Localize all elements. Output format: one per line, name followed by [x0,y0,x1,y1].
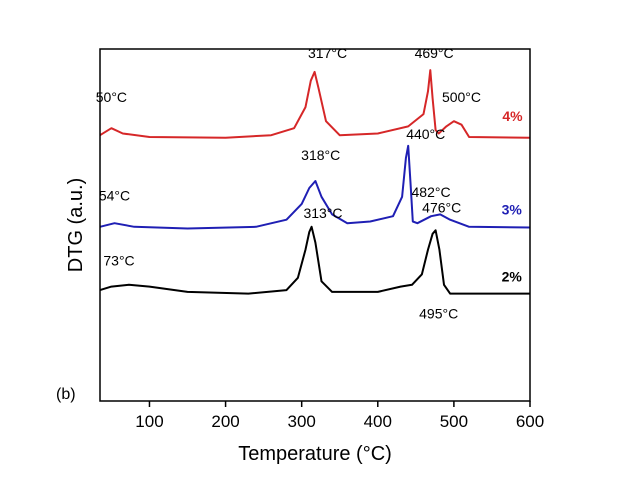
x-tick-label: 500 [440,412,468,431]
panel-label: (b) [56,386,76,403]
peak-annotation: 54°C [99,187,130,203]
series-line-0 [99,69,531,139]
series-label: 4% [502,108,523,124]
x-tick-label: 200 [211,412,239,431]
peak-annotation: 50°C [96,89,127,105]
series-label: 3% [502,201,523,217]
series-line-1 [99,144,531,230]
x-tick-label: 100 [135,412,163,431]
peak-annotation: 318°C [301,147,340,163]
peak-annotation: 500°C [442,89,481,105]
series-label: 2% [502,268,523,284]
series-line-2 [99,225,530,295]
peak-annotation: 495°C [419,305,458,321]
peak-annotation: 317°C [308,45,347,61]
series-curves [99,69,531,295]
x-axis-ticks: 100 200 300 400 500 600 [135,401,544,431]
x-tick-label: 300 [287,412,315,431]
x-tick-label: 400 [364,412,392,431]
peak-annotation: 313°C [303,205,342,221]
peak-annotation: 440°C [406,126,445,142]
peak-annotation: 469°C [415,45,454,61]
x-tick-label: 600 [516,412,544,431]
peak-annotation: 476°C [422,200,461,216]
peak-annotation: 73°C [103,252,134,268]
y-axis-title: DTG (a.u.) [65,178,87,272]
peak-annotation: 482°C [412,184,451,200]
x-axis-title: Temperature (°C) [238,443,392,465]
plot-frame [99,48,531,402]
